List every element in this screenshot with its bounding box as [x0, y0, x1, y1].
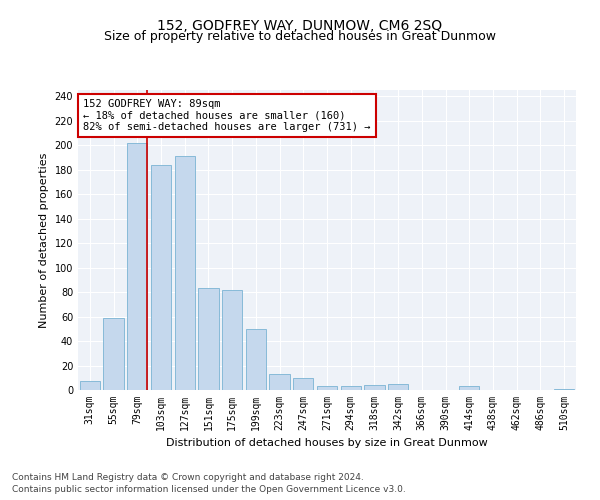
Bar — [293, 378, 313, 390]
Text: Contains HM Land Registry data © Crown copyright and database right 2024.: Contains HM Land Registry data © Crown c… — [12, 474, 364, 482]
Text: 152, GODFREY WAY, DUNMOW, CM6 2SQ: 152, GODFREY WAY, DUNMOW, CM6 2SQ — [157, 19, 443, 33]
Bar — [246, 329, 266, 390]
Bar — [388, 384, 408, 390]
Text: 152 GODFREY WAY: 89sqm
← 18% of detached houses are smaller (160)
82% of semi-de: 152 GODFREY WAY: 89sqm ← 18% of detached… — [83, 99, 370, 132]
Bar — [103, 318, 124, 390]
Bar — [269, 374, 290, 390]
Bar — [151, 164, 171, 390]
Bar — [222, 290, 242, 390]
Bar — [80, 382, 100, 390]
Bar — [127, 142, 148, 390]
Bar — [364, 385, 385, 390]
Text: Contains public sector information licensed under the Open Government Licence v3: Contains public sector information licen… — [12, 484, 406, 494]
Bar — [459, 386, 479, 390]
Bar — [175, 156, 195, 390]
X-axis label: Distribution of detached houses by size in Great Dunmow: Distribution of detached houses by size … — [166, 438, 488, 448]
Text: Size of property relative to detached houses in Great Dunmow: Size of property relative to detached ho… — [104, 30, 496, 43]
Y-axis label: Number of detached properties: Number of detached properties — [39, 152, 49, 328]
Bar — [317, 386, 337, 390]
Bar — [199, 288, 218, 390]
Bar — [554, 389, 574, 390]
Bar — [341, 386, 361, 390]
